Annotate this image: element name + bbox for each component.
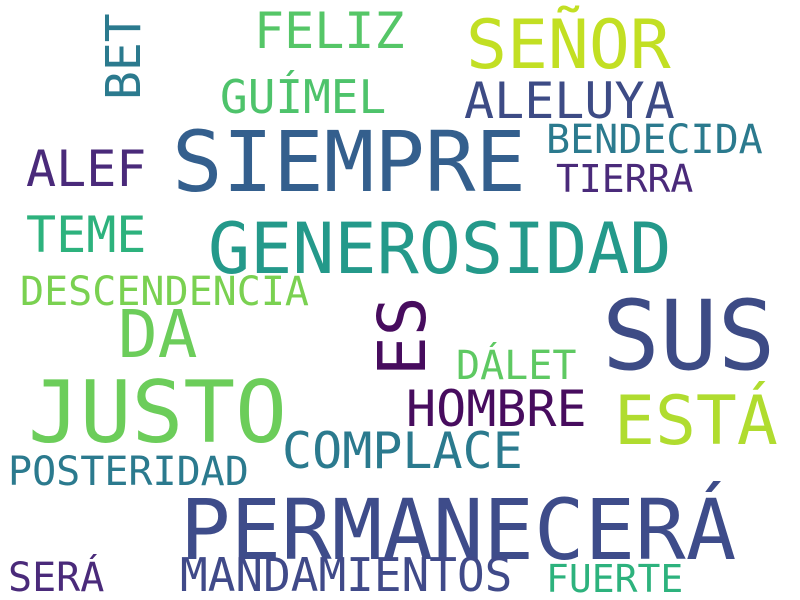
word-alef: ALEF bbox=[26, 140, 147, 198]
word-complace: COMPLACE bbox=[282, 422, 523, 480]
word-permanecera: PERMANECERÁ bbox=[180, 481, 737, 579]
word-guimel: GUÍMEL bbox=[220, 70, 387, 124]
word-mandamientos: MANDAMIENTOS bbox=[180, 548, 513, 600]
word-sus: SUS bbox=[602, 280, 776, 392]
word-senor: SEÑOR bbox=[466, 6, 671, 85]
word-dalet: DÁLET bbox=[456, 343, 577, 389]
word-descendencia: DESCENDENCIA bbox=[20, 269, 309, 315]
word-feliz: FELIZ bbox=[254, 2, 405, 60]
word-tierra: TIERRA bbox=[556, 157, 694, 201]
word-siempre: SIEMPRE bbox=[172, 113, 527, 211]
word-bendecida: BENDECIDA bbox=[546, 117, 763, 163]
word-justo: JUSTO bbox=[28, 363, 287, 463]
word-aleluya: ALELUYA bbox=[464, 72, 675, 130]
word-generosidad: GENEROSIDAD bbox=[208, 208, 672, 290]
word-fuerte: FUERTE bbox=[546, 557, 684, 600]
word-teme: TEME bbox=[26, 206, 147, 264]
word-da: DA bbox=[118, 296, 198, 373]
word-sera: SERÁ bbox=[8, 555, 105, 600]
word-posteridad: POSTERIDAD bbox=[8, 449, 249, 495]
word-esta: ESTÁ bbox=[614, 382, 778, 461]
word-bet: BET bbox=[96, 13, 152, 100]
word-es: ES bbox=[364, 296, 441, 376]
word-hombre: HOMBRE bbox=[406, 380, 587, 438]
